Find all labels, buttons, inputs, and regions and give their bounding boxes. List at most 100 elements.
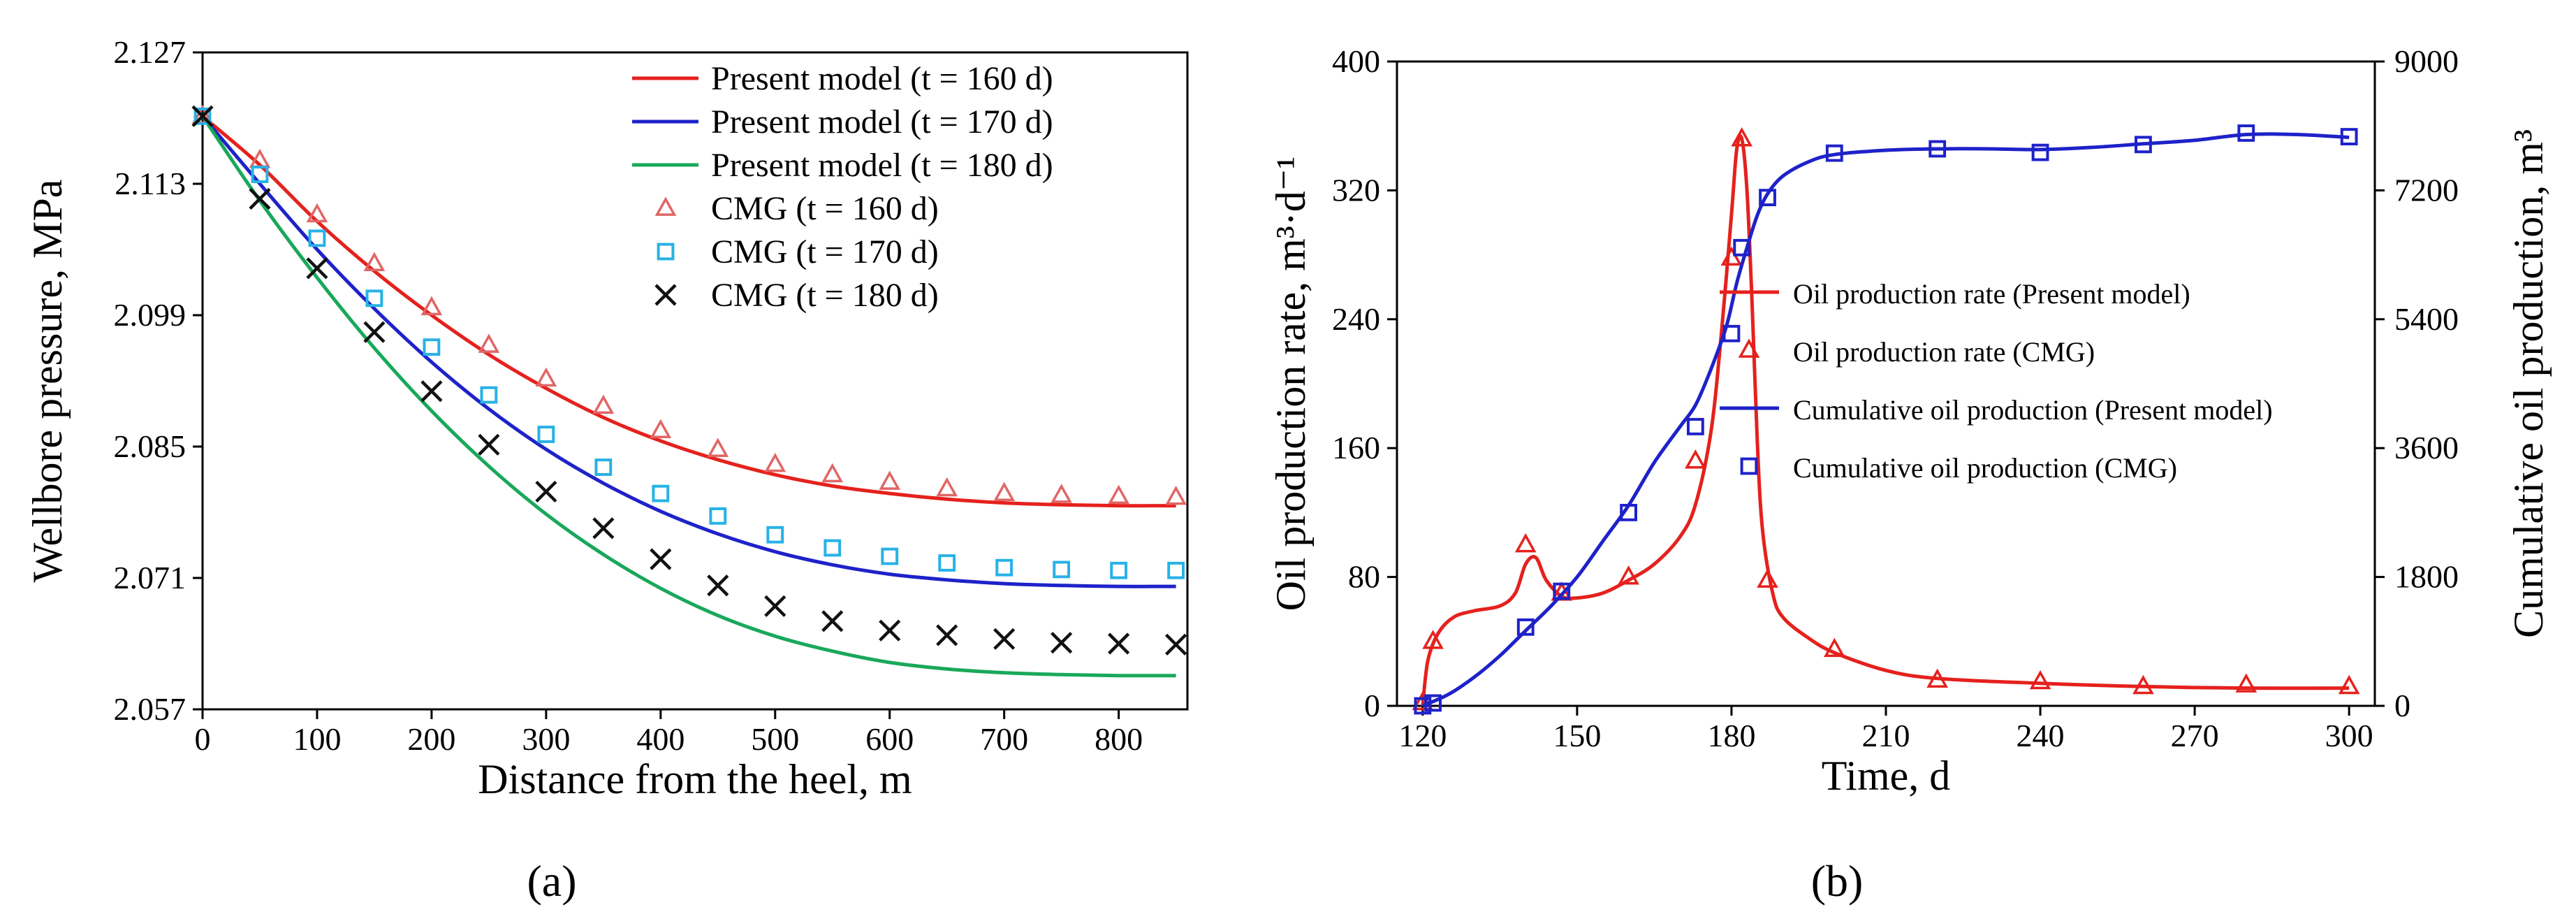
legend-marker	[654, 196, 677, 216]
data-point	[1620, 504, 1637, 521]
data-point	[420, 380, 443, 403]
legend-label: CMG (t = 160 d)	[711, 190, 939, 227]
legend-item: Present model (t = 180 d)	[632, 147, 1053, 184]
data-point	[594, 458, 613, 476]
data-point	[2031, 143, 2049, 161]
y-tick-label: 2.127	[114, 34, 186, 70]
y-tick-label: 2.071	[114, 560, 186, 595]
y2-tick-label: 7200	[2394, 172, 2459, 208]
chart-b: 120 150 180 210 240 270 300 0 80 160 240 320 400 0 180…	[1268, 43, 2552, 799]
y2-tick-label: 5400	[2394, 301, 2459, 337]
data-point	[993, 628, 1016, 650]
data-point	[537, 426, 555, 443]
data-point	[2340, 128, 2358, 145]
x-tick-label: 0	[195, 721, 211, 757]
data-point	[707, 437, 729, 457]
series-a-5	[193, 107, 1185, 579]
x-tick-label: 180	[1707, 718, 1755, 753]
data-point	[1167, 561, 1185, 579]
legend-label: Oil production rate (Present model)	[1793, 278, 2190, 310]
x-tick-label: 400	[636, 721, 685, 757]
x-axis-label: Distance from the heel, m	[478, 756, 912, 802]
series-line	[200, 115, 1176, 678]
data-point	[1553, 582, 1571, 600]
panel-label-a: (a)	[527, 856, 576, 906]
series-b-1	[1421, 134, 2350, 707]
data-point	[938, 554, 956, 572]
x-tick-label: 200	[407, 721, 455, 757]
y-tick-label: 2.085	[114, 428, 186, 464]
data-point	[306, 203, 328, 223]
data-point	[1516, 618, 1535, 636]
legend-item: Cumulative oil production (Present model…	[1720, 394, 2273, 426]
series-line	[1421, 132, 2350, 708]
legend-label: Present model (t = 170 d)	[711, 103, 1053, 140]
data-point	[879, 619, 901, 642]
data-point	[423, 338, 441, 356]
data-point	[1929, 140, 1947, 158]
data-point	[2135, 136, 2152, 154]
data-point	[480, 386, 498, 404]
y-tick-label: 240	[1332, 301, 1380, 337]
data-point	[993, 482, 1016, 501]
legend-item: CMG (t = 160 d)	[654, 190, 939, 227]
legend-item: Oil production rate (Present model)	[1720, 278, 2190, 310]
data-point	[420, 296, 443, 316]
data-point	[936, 624, 958, 646]
data-point	[1108, 484, 1129, 505]
x-tick-label: 700	[980, 721, 1028, 757]
data-point	[1926, 668, 1949, 688]
legend-marker	[1738, 338, 1760, 358]
legend-item: CMG (t = 180 d)	[654, 277, 939, 314]
y-tick-label: 2.057	[114, 691, 186, 727]
data-point	[1686, 418, 1704, 435]
data-point	[363, 321, 386, 343]
data-point	[1823, 637, 1845, 658]
data-point	[1422, 630, 1444, 649]
legend-label: Cumulative oil production (CMG)	[1793, 452, 2177, 484]
data-point	[881, 547, 899, 565]
data-point	[766, 526, 784, 544]
data-point	[193, 107, 212, 125]
series-line	[1421, 134, 2350, 707]
data-point	[821, 463, 844, 483]
y2-axis-label: Cumulative oil production, m³	[2505, 129, 2552, 638]
legend-label: Present model (t = 180 d)	[711, 147, 1053, 184]
series-b-3	[1421, 132, 2350, 708]
data-point	[821, 610, 844, 632]
legend-item: Present model (t = 160 d)	[632, 60, 1053, 97]
x-tick-label: 270	[2171, 718, 2219, 753]
y-tick-label: 0	[1364, 688, 1380, 723]
data-point	[936, 477, 958, 497]
legend-label: CMG (t = 180 d)	[711, 277, 939, 314]
data-point	[1053, 560, 1071, 579]
series-a-2	[201, 115, 1176, 588]
legend-marker	[1740, 457, 1758, 475]
data-point	[2132, 674, 2154, 695]
data-point	[191, 105, 214, 127]
data-point	[650, 419, 672, 439]
data-point	[650, 548, 672, 570]
series-line	[201, 115, 1176, 508]
legend-item: Oil production rate (CMG)	[1738, 336, 2095, 368]
legend-item: CMG (t = 170 d)	[657, 233, 939, 270]
legend-b: Oil production rate (Present model) Oil p…	[1720, 278, 2273, 484]
x-tick-label: 500	[751, 721, 799, 757]
legend-a: Present model (t = 160 d) Present model (…	[632, 60, 1053, 314]
data-point	[1731, 127, 1753, 147]
data-point	[249, 187, 271, 210]
data-point	[1720, 246, 1743, 266]
series-a-6	[191, 105, 1187, 656]
data-point	[1757, 568, 1778, 588]
data-point	[2235, 673, 2257, 693]
y2-tick-label: 0	[2394, 688, 2410, 723]
y-tick-label: 80	[1348, 559, 1380, 595]
legend-label: CMG (t = 170 d)	[711, 233, 939, 270]
legend-item: Cumulative oil production (CMG)	[1740, 452, 2177, 484]
data-point	[1733, 238, 1751, 256]
data-point	[363, 252, 386, 271]
data-point	[2029, 670, 2051, 690]
y2-tick-label: 9000	[2394, 43, 2459, 79]
data-point	[592, 517, 615, 540]
